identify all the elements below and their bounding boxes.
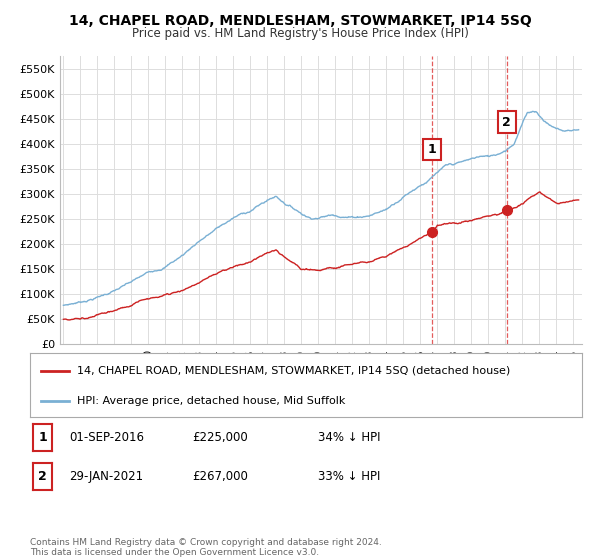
Text: 29-JAN-2021: 29-JAN-2021 xyxy=(69,470,143,483)
Text: 2: 2 xyxy=(38,470,47,483)
Text: £267,000: £267,000 xyxy=(192,470,248,483)
Text: 14, CHAPEL ROAD, MENDLESHAM, STOWMARKET, IP14 5SQ (detached house): 14, CHAPEL ROAD, MENDLESHAM, STOWMARKET,… xyxy=(77,366,510,376)
Text: 1: 1 xyxy=(38,431,47,444)
Text: 34% ↓ HPI: 34% ↓ HPI xyxy=(318,431,380,444)
Text: HPI: Average price, detached house, Mid Suffolk: HPI: Average price, detached house, Mid … xyxy=(77,396,345,406)
Text: 1: 1 xyxy=(427,143,436,156)
Text: Contains HM Land Registry data © Crown copyright and database right 2024.
This d: Contains HM Land Registry data © Crown c… xyxy=(30,538,382,557)
Text: 33% ↓ HPI: 33% ↓ HPI xyxy=(318,470,380,483)
Text: 14, CHAPEL ROAD, MENDLESHAM, STOWMARKET, IP14 5SQ: 14, CHAPEL ROAD, MENDLESHAM, STOWMARKET,… xyxy=(68,14,532,28)
Text: 2: 2 xyxy=(502,115,511,129)
Text: £225,000: £225,000 xyxy=(192,431,248,444)
Text: Price paid vs. HM Land Registry's House Price Index (HPI): Price paid vs. HM Land Registry's House … xyxy=(131,27,469,40)
Text: 01-SEP-2016: 01-SEP-2016 xyxy=(69,431,144,444)
